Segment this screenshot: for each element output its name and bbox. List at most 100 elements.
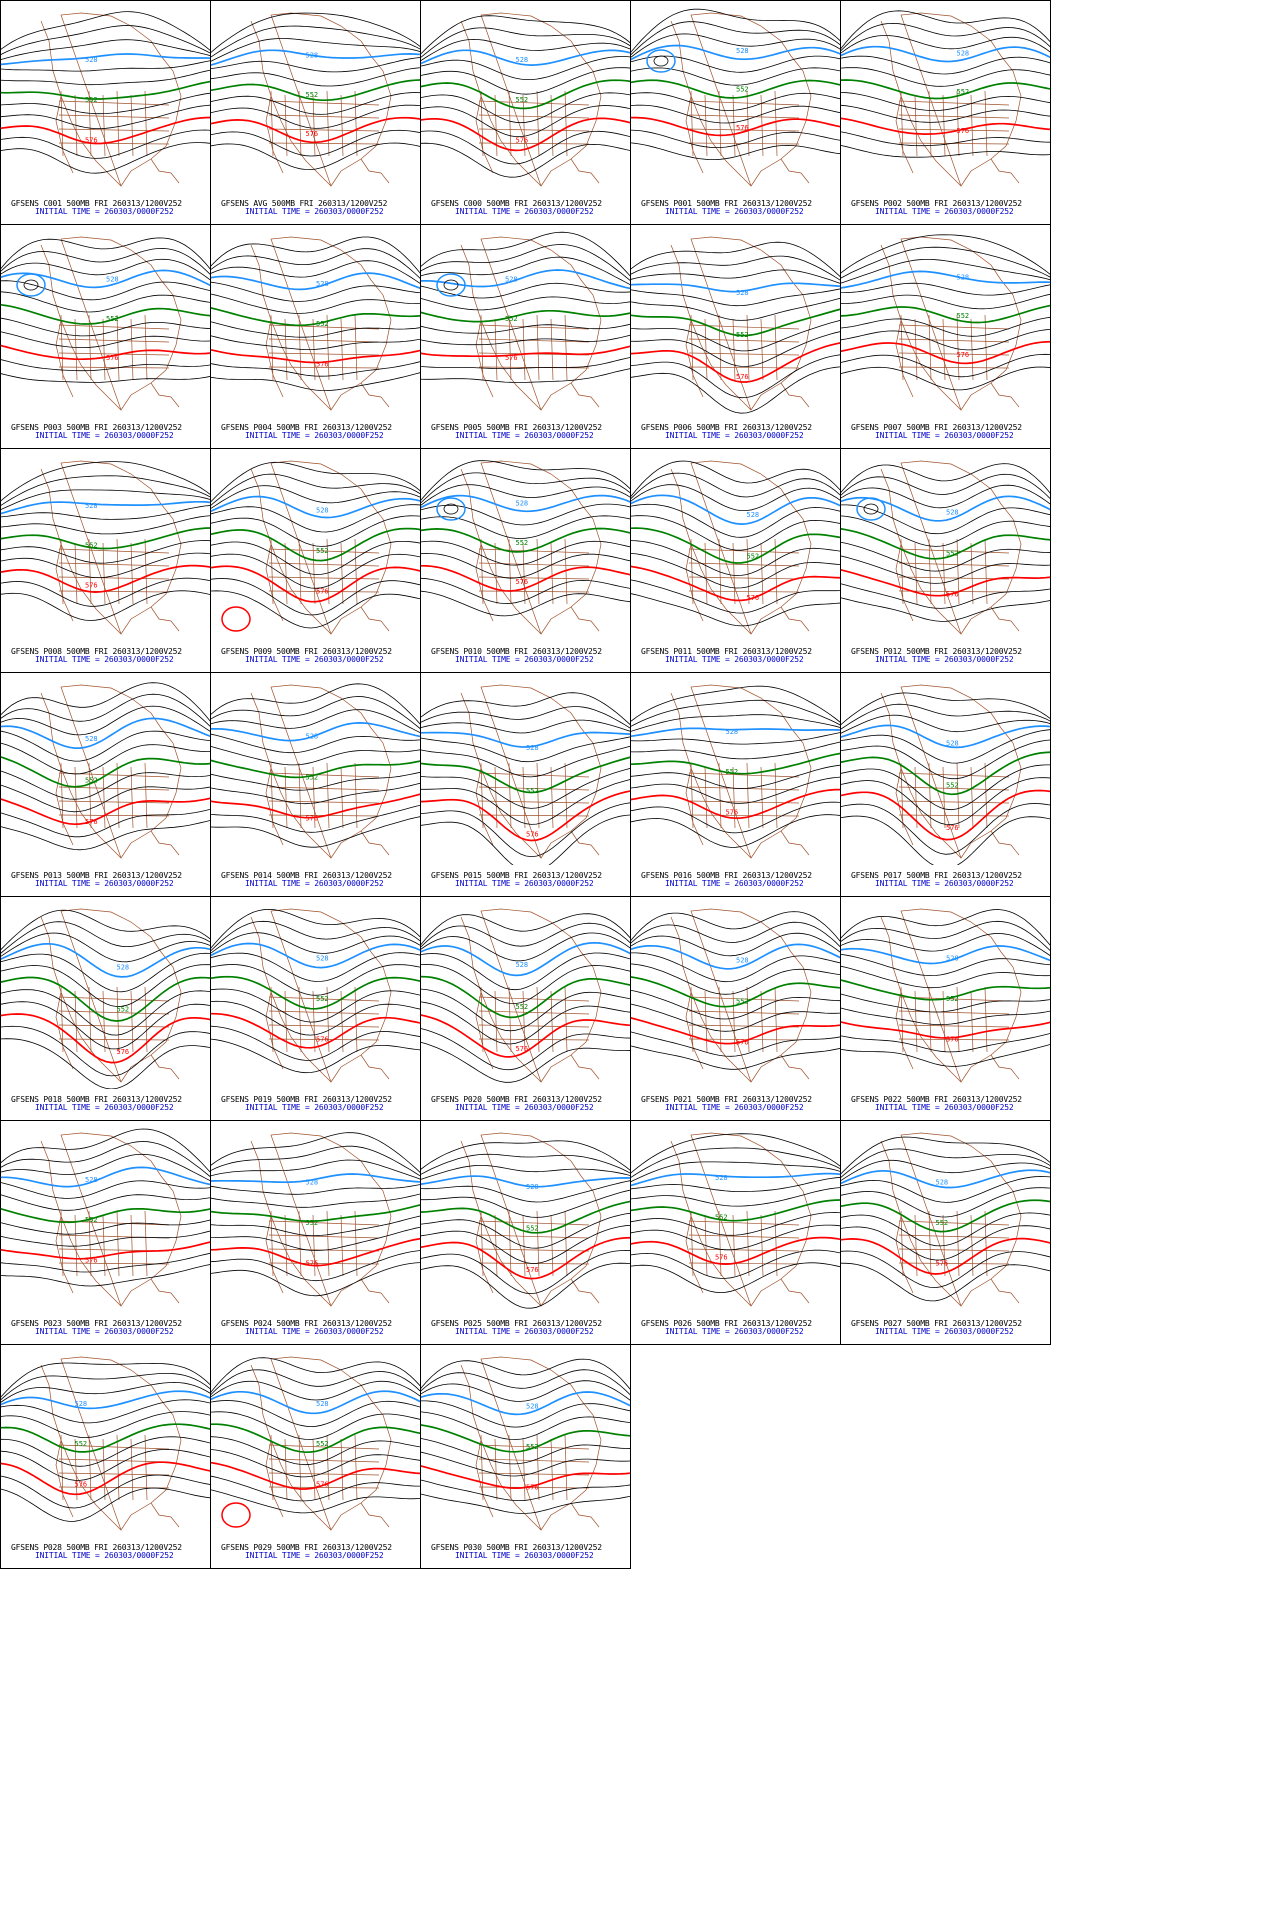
contour-576: 576 bbox=[631, 565, 840, 602]
panel-title: GFSENS C000 500MB FRI 260313/1200V252 bbox=[431, 199, 602, 208]
height-contours bbox=[631, 241, 840, 414]
contour-528: 528 bbox=[1, 500, 210, 515]
ensemble-panel-p009: 528 552 576 GFSENS P009 500MB FRI 260313/1… bbox=[210, 448, 421, 673]
height-contours bbox=[1, 909, 210, 1089]
panel-initial-time: INITIAL TIME = 260303/0000F252 bbox=[665, 431, 804, 440]
north-america-basemap bbox=[460, 460, 602, 635]
panel-title: GFSENS P006 500MB FRI 260313/1200V252 bbox=[641, 423, 812, 432]
contour-528: 528 bbox=[211, 722, 420, 742]
contour-528-label: 528 bbox=[736, 47, 749, 55]
north-america-basemap bbox=[880, 908, 1022, 1083]
height-contours bbox=[631, 911, 840, 1070]
contour-576: 576 bbox=[211, 1237, 420, 1268]
height-contours bbox=[841, 692, 1050, 865]
height-contours bbox=[421, 15, 630, 178]
panel-initial-time: INITIAL TIME = 260303/0000F252 bbox=[245, 1103, 384, 1112]
closed-low bbox=[856, 497, 886, 521]
panel-title: GFSENS P005 500MB FRI 260313/1200V252 bbox=[431, 423, 602, 432]
contour-552: 552 bbox=[421, 975, 630, 1019]
height-contour-map: 528 552 576 bbox=[841, 684, 1050, 865]
panel-initial-time: INITIAL TIME = 260303/0000F252 bbox=[245, 1551, 384, 1560]
contour-552: 552 bbox=[211, 1423, 420, 1454]
panel-title: GFSENS P012 500MB FRI 260313/1200V252 bbox=[851, 647, 1022, 656]
panel-initial-time: INITIAL TIME = 260303/0000F252 bbox=[35, 431, 174, 440]
red-closed-contour bbox=[221, 606, 251, 632]
contour-528: 528 bbox=[841, 724, 1050, 749]
height-contour-map: 528 552 576 bbox=[211, 683, 420, 859]
ensemble-panel-p022: 528 552 576 GFSENS P022 500MB FRI 260313/1… bbox=[840, 896, 1051, 1121]
contour-552-label: 552 bbox=[505, 315, 518, 323]
contour-576-label: 576 bbox=[85, 581, 98, 589]
contour-528: 528 bbox=[1, 53, 210, 66]
contour-528-label: 528 bbox=[85, 56, 98, 64]
contour-552-label: 552 bbox=[85, 776, 98, 784]
ensemble-panel-p012: 528 552 576 GFSENS P012 500MB FRI 260313/1… bbox=[840, 448, 1051, 673]
ensemble-panel-c001: 528 552 576 GFSENS C001 500MB FRI 260313/1… bbox=[0, 0, 211, 225]
contour-528: 528 bbox=[631, 282, 840, 297]
panel-initial-time: INITIAL TIME = 260303/0000F252 bbox=[665, 879, 804, 888]
height-contour-map: 528 552 576 bbox=[421, 1356, 630, 1531]
height-contour-map: 528 552 576 bbox=[631, 1132, 840, 1307]
contour-528-label: 528 bbox=[946, 739, 959, 747]
height-contour-map: 528 552 576 bbox=[1, 11, 210, 187]
contour-552-label: 552 bbox=[946, 782, 959, 790]
contour-552-label: 552 bbox=[736, 331, 749, 339]
contour-552-label: 552 bbox=[936, 1219, 949, 1227]
height-contours bbox=[211, 461, 420, 629]
contour-552: 552 bbox=[211, 975, 420, 1010]
panel-title: GFSENS P011 500MB FRI 260313/1200V252 bbox=[641, 647, 812, 656]
contour-552-label: 552 bbox=[85, 1216, 98, 1224]
contour-528-label: 528 bbox=[526, 1402, 539, 1410]
closed-low bbox=[646, 49, 676, 73]
north-america-basemap bbox=[250, 12, 392, 187]
contour-528-label: 528 bbox=[516, 56, 529, 64]
north-america-basemap bbox=[670, 460, 812, 635]
panel-initial-time: INITIAL TIME = 260303/0000F252 bbox=[875, 207, 1014, 216]
panel-title: GFSENS P007 500MB FRI 260313/1200V252 bbox=[851, 423, 1022, 432]
contour-552: 552 bbox=[631, 79, 840, 99]
north-america-basemap bbox=[40, 1356, 182, 1531]
contour-528-label: 528 bbox=[736, 289, 749, 297]
panel-title: GFSENS P019 500MB FRI 260313/1200V252 bbox=[221, 1095, 392, 1104]
north-america-basemap bbox=[670, 12, 812, 187]
contour-576-label: 576 bbox=[85, 818, 98, 826]
contour-528-label: 528 bbox=[516, 961, 529, 969]
contour-576-label: 576 bbox=[726, 808, 739, 816]
ensemble-panel-p025: 528 552 576 GFSENS P025 500MB FRI 260313/1… bbox=[420, 1120, 631, 1345]
contour-528: 528 bbox=[631, 494, 840, 525]
height-contours bbox=[631, 685, 840, 848]
contour-528-label: 528 bbox=[85, 502, 98, 510]
height-contour-map: 528 552 576 bbox=[421, 1132, 630, 1309]
height-contour-map: 528 552 576 bbox=[1, 682, 210, 859]
height-contours bbox=[421, 692, 630, 865]
contour-528: 528 bbox=[631, 943, 840, 970]
height-contour-map: 528 552 576 bbox=[421, 460, 630, 635]
panel-title: GFSENS P027 500MB FRI 260313/1200V252 bbox=[851, 1319, 1022, 1328]
north-america-basemap bbox=[880, 460, 1022, 635]
contour-576-label: 576 bbox=[117, 1048, 130, 1056]
north-america-basemap bbox=[460, 908, 602, 1083]
contour-552-label: 552 bbox=[736, 85, 749, 93]
contour-576: 576 bbox=[1, 797, 210, 826]
contour-528-label: 528 bbox=[526, 744, 539, 752]
height-contours bbox=[1, 1362, 210, 1522]
panel-initial-time: INITIAL TIME = 260303/0000F252 bbox=[245, 1327, 384, 1336]
contour-552: 552 bbox=[841, 79, 1050, 100]
contour-528-label: 528 bbox=[747, 511, 760, 519]
panel-initial-time: INITIAL TIME = 260303/0000F252 bbox=[455, 1327, 594, 1336]
contour-552-label: 552 bbox=[946, 550, 959, 558]
contour-552: 552 bbox=[421, 756, 630, 795]
contour-576: 576 bbox=[841, 117, 1050, 135]
contour-552: 552 bbox=[211, 79, 420, 102]
height-contour-map: 528 552 576 bbox=[841, 234, 1050, 411]
contour-528: 528 bbox=[421, 731, 630, 752]
contour-552: 552 bbox=[211, 307, 420, 328]
contour-528: 528 bbox=[631, 44, 840, 61]
north-america-basemap bbox=[670, 908, 812, 1083]
contour-576-label: 576 bbox=[306, 1260, 319, 1268]
contour-576-label: 576 bbox=[316, 1036, 329, 1044]
contour-552: 552 bbox=[421, 309, 630, 323]
panel-title: GFSENS P014 500MB FRI 260313/1200V252 bbox=[221, 871, 392, 880]
ensemble-panel-p011: 528 552 576 GFSENS P011 500MB FRI 260313/1… bbox=[630, 448, 841, 673]
contour-552: 552 bbox=[1, 527, 210, 550]
